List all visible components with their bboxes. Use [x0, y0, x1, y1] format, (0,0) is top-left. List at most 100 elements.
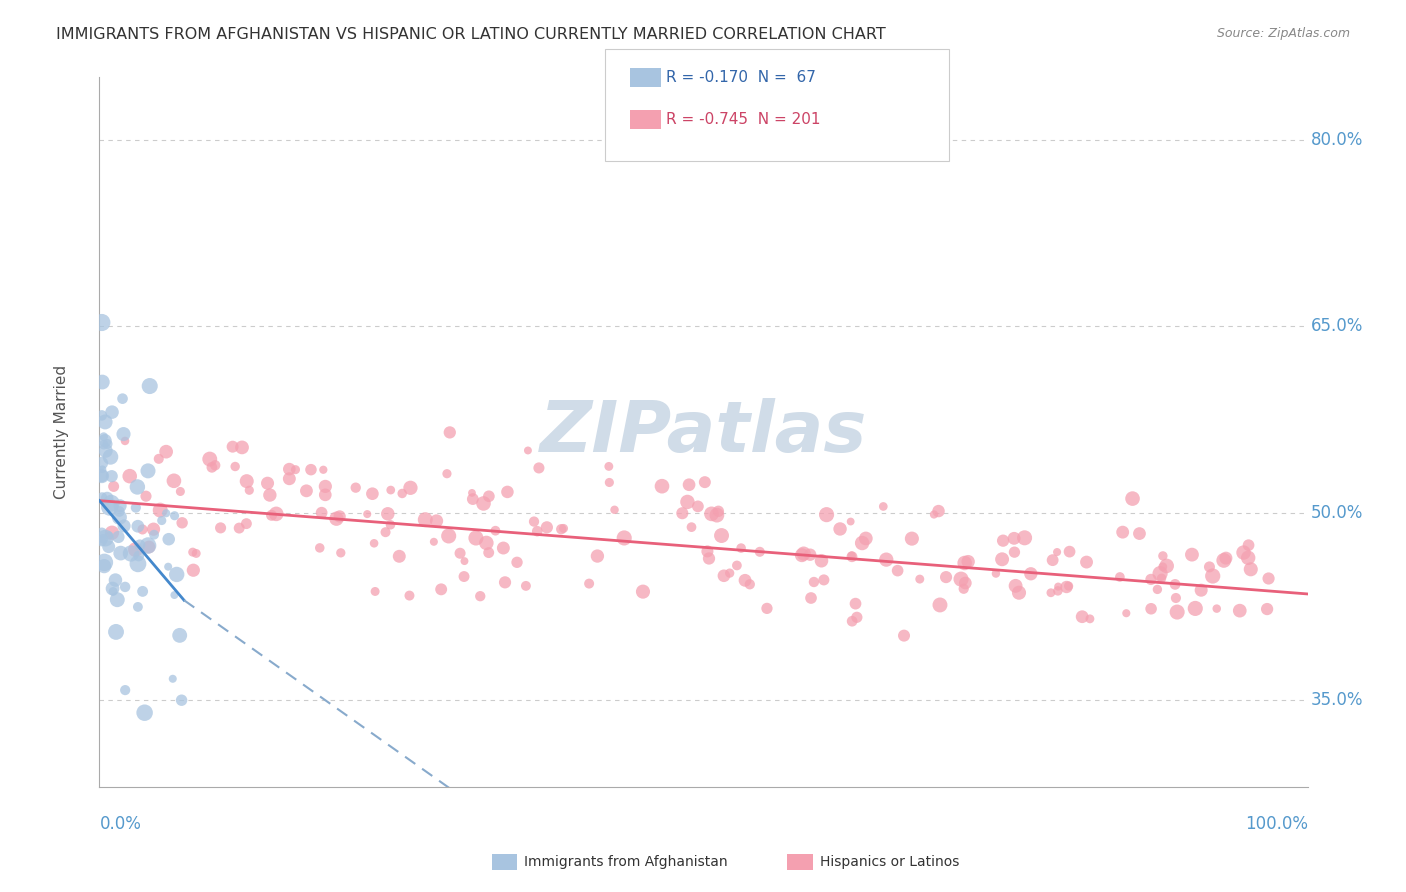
Point [430, 582, 453, 597]
Point [114, 434, 136, 448]
Point [90, 525, 112, 540]
Point [111, 392, 134, 406]
Point [872, 500, 894, 514]
Point [169, 628, 191, 642]
Point [470, 589, 492, 603]
Point [172, 516, 194, 530]
Point [204, 458, 226, 473]
Point [1056, 580, 1078, 594]
Text: 0.0%: 0.0% [100, 815, 141, 833]
Text: IMMIGRANTS FROM AFGHANISTAN VS HISPANIC OR LATINO CURRENTLY MARRIED CORRELATION : IMMIGRANTS FROM AFGHANISTAN VS HISPANIC … [56, 27, 886, 42]
Point [101, 582, 124, 596]
Point [578, 576, 600, 591]
Point [536, 520, 558, 534]
Point [678, 477, 700, 491]
Point [284, 463, 307, 477]
Point [166, 567, 188, 582]
Point [478, 489, 501, 503]
Text: 65.0%: 65.0% [1310, 318, 1362, 335]
Point [96, 437, 118, 451]
Point [844, 597, 866, 611]
Point [108, 499, 131, 513]
Point [586, 549, 609, 563]
Point [516, 443, 538, 458]
Point [101, 525, 124, 540]
Point [730, 541, 752, 555]
Point [1237, 538, 1260, 552]
Point [1189, 583, 1212, 598]
Point [364, 584, 387, 599]
Point [329, 546, 352, 560]
Point [108, 504, 131, 518]
Point [845, 610, 868, 624]
Point [550, 522, 572, 536]
Point [799, 548, 821, 562]
Point [1152, 549, 1174, 563]
Point [238, 483, 260, 498]
Point [127, 557, 149, 571]
Point [713, 568, 735, 582]
Point [136, 464, 159, 478]
Point [676, 495, 699, 509]
Point [264, 507, 287, 521]
Point [104, 573, 127, 587]
Point [311, 506, 333, 520]
Point [183, 563, 205, 577]
Point [388, 549, 411, 564]
Point [1078, 612, 1101, 626]
Point [1047, 580, 1070, 594]
Point [103, 479, 125, 493]
Point [221, 440, 243, 454]
Point [651, 479, 673, 493]
Text: Immigrants from Afghanistan: Immigrants from Afghanistan [524, 855, 728, 869]
Point [472, 496, 495, 510]
Point [1166, 605, 1188, 619]
Point [127, 519, 149, 533]
Point [1109, 570, 1132, 584]
Point [134, 706, 156, 720]
Point [112, 519, 135, 533]
Point [841, 549, 863, 564]
Point [127, 480, 149, 494]
Point [453, 569, 475, 583]
Point [128, 538, 150, 552]
Point [391, 486, 413, 500]
Point [93, 532, 115, 546]
Point [475, 536, 498, 550]
Point [700, 507, 723, 521]
Point [124, 542, 146, 557]
Point [1198, 560, 1220, 574]
Point [1256, 602, 1278, 616]
Point [94, 531, 117, 545]
Point [256, 476, 278, 491]
Point [1156, 558, 1178, 573]
Point [118, 469, 141, 483]
Point [800, 591, 823, 605]
Text: Hispanics or Latinos: Hispanics or Latinos [820, 855, 959, 869]
Point [734, 574, 756, 588]
Point [1019, 566, 1042, 581]
Point [363, 536, 385, 550]
Point [953, 556, 976, 570]
Point [97, 528, 120, 542]
Point [984, 566, 1007, 581]
Point [148, 451, 170, 466]
Point [738, 577, 761, 591]
Point [1046, 583, 1069, 598]
Point [1039, 586, 1062, 600]
Point [259, 488, 281, 502]
Point [329, 509, 352, 524]
Point [426, 514, 449, 528]
Point [793, 547, 815, 561]
Point [93, 555, 115, 569]
Point [449, 546, 471, 560]
Point [693, 475, 716, 490]
Point [91, 462, 114, 476]
Point [886, 564, 908, 578]
Point [1149, 566, 1171, 581]
Point [1237, 550, 1260, 565]
Point [235, 474, 257, 488]
Point [1202, 569, 1225, 583]
Text: 80.0%: 80.0% [1310, 130, 1362, 149]
Text: R = -0.170  N =  67: R = -0.170 N = 67 [666, 70, 817, 85]
